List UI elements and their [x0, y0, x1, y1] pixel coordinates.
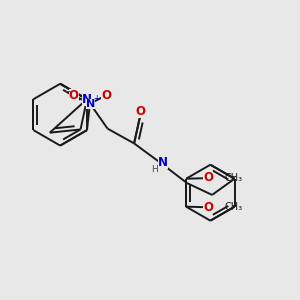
Text: N: N — [82, 93, 92, 106]
Text: −: − — [63, 86, 70, 95]
Text: O: O — [136, 105, 146, 118]
Text: N: N — [158, 156, 168, 169]
Text: O: O — [101, 89, 111, 102]
Text: O: O — [203, 171, 213, 184]
Text: N: N — [85, 99, 95, 109]
Text: +: + — [93, 94, 100, 103]
Text: CH₃: CH₃ — [224, 202, 242, 212]
Text: CH₃: CH₃ — [224, 173, 242, 183]
Text: O: O — [69, 89, 79, 102]
Text: O: O — [203, 201, 213, 214]
Text: H: H — [152, 165, 158, 174]
